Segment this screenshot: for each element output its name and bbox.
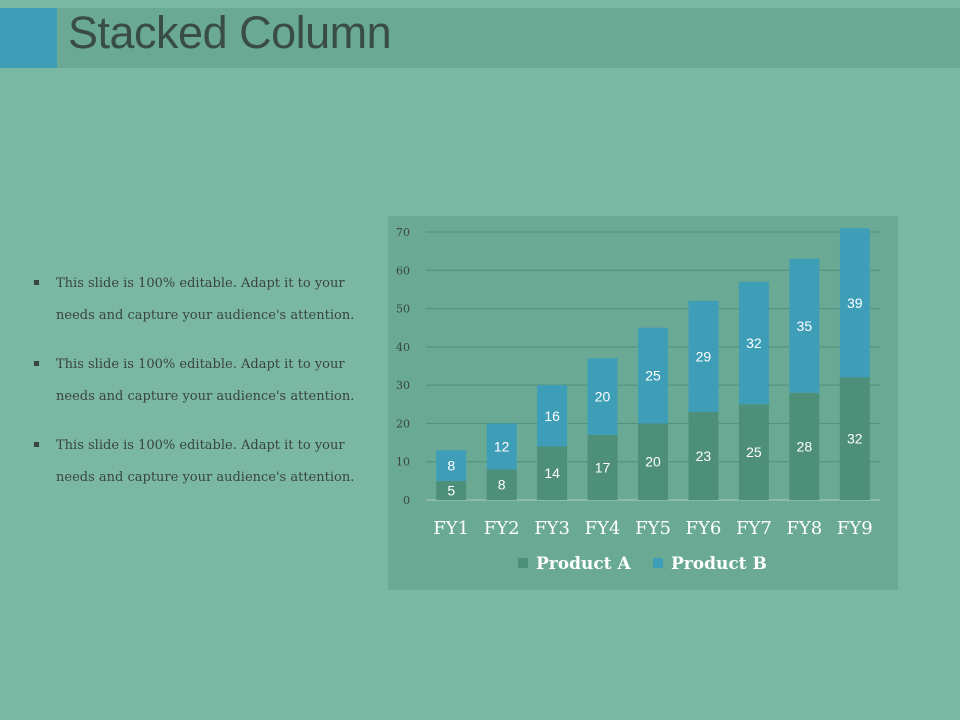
bar-segment	[486, 423, 517, 470]
y-tick-label: 10	[396, 456, 410, 469]
x-tick-label: FY9	[837, 518, 873, 539]
bar-segment	[587, 434, 618, 500]
bar-segment	[436, 450, 467, 481]
bar-segment	[839, 228, 870, 378]
data-label: 32	[847, 431, 863, 447]
x-tick-label: FY3	[534, 518, 570, 539]
bullet-item: This slide is 100% editable. Adapt it to…	[34, 349, 374, 413]
data-label: 5	[447, 482, 455, 498]
y-tick-label: 70	[396, 226, 410, 239]
y-tick-label: 30	[396, 379, 410, 392]
bar-segment	[587, 358, 618, 435]
slide-title: Stacked Column	[68, 7, 392, 58]
bullet-item: This slide is 100% editable. Adapt it to…	[34, 430, 374, 494]
bar-segment	[436, 480, 467, 500]
x-tick-label: FY5	[635, 518, 671, 539]
data-label: 28	[797, 438, 813, 454]
bullet-square-icon	[34, 280, 39, 285]
bar-segment	[839, 377, 870, 500]
y-tick-label: 50	[396, 303, 410, 316]
bullet-text: This slide is 100% editable. Adapt it to…	[56, 438, 355, 485]
data-label: 35	[797, 318, 813, 334]
bar-segment	[486, 469, 517, 500]
data-label: 20	[595, 389, 611, 405]
x-tick-label: FY6	[686, 518, 722, 539]
data-label: 39	[847, 295, 863, 311]
bullet-square-icon	[34, 361, 39, 366]
bullet-text: This slide is 100% editable. Adapt it to…	[56, 357, 355, 404]
header-accent-block	[0, 8, 57, 68]
y-tick-label: 0	[403, 494, 410, 507]
data-label: 12	[494, 438, 510, 454]
x-tick-label: FY7	[736, 518, 772, 539]
bullet-square-icon	[34, 442, 39, 447]
data-label: 16	[544, 408, 560, 424]
bar-segment	[789, 392, 820, 500]
legend-swatch	[518, 558, 528, 568]
y-tick-label: 20	[396, 417, 410, 430]
bar-segment	[738, 281, 769, 405]
x-tick-label: FY4	[585, 518, 621, 539]
chart-panel: 010203040506070Profit (Million dollars)5…	[388, 216, 898, 590]
bar-segment	[789, 258, 820, 393]
x-tick-label: FY1	[433, 518, 469, 539]
header-bar	[0, 8, 960, 68]
data-label: 8	[447, 458, 455, 474]
data-label: 8	[498, 477, 506, 493]
legend-swatch	[653, 558, 663, 568]
y-tick-label: 40	[396, 341, 410, 354]
data-label: 14	[544, 465, 560, 481]
data-label: 17	[595, 459, 611, 475]
bar-segment	[537, 446, 568, 500]
bar-segment	[638, 423, 668, 500]
y-tick-label: 60	[396, 264, 410, 277]
data-label: 25	[645, 368, 661, 384]
bar-segment	[738, 404, 769, 500]
data-label: 25	[746, 444, 762, 460]
bar-segment	[638, 327, 668, 424]
bullet-list: This slide is 100% editable. Adapt it to…	[34, 268, 374, 511]
bullet-text: This slide is 100% editable. Adapt it to…	[56, 276, 355, 323]
bar-segment	[688, 300, 719, 412]
bullet-item: This slide is 100% editable. Adapt it to…	[34, 268, 374, 332]
x-tick-label: FY8	[786, 518, 822, 539]
legend-label: Product B	[671, 554, 767, 574]
legend-label: Product A	[536, 554, 631, 574]
stacked-column-chart: 010203040506070Profit (Million dollars)5…	[396, 226, 880, 574]
data-label: 29	[696, 348, 712, 364]
bar-segment	[688, 411, 719, 500]
x-tick-label: FY2	[484, 518, 520, 539]
bar-segment	[537, 385, 568, 447]
data-label: 23	[696, 448, 712, 464]
data-label: 20	[645, 454, 661, 470]
data-label: 32	[746, 335, 762, 351]
